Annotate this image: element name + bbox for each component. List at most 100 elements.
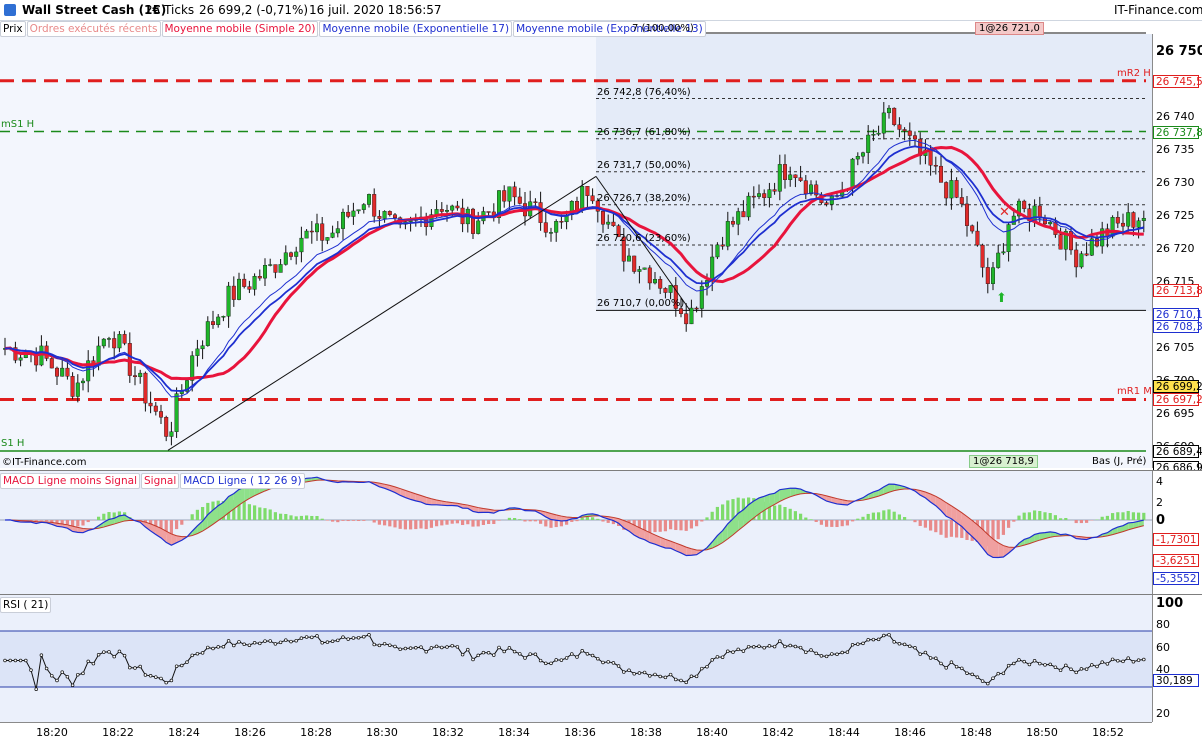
panel-separator[interactable] [0,594,1202,595]
rsi-point [24,659,27,662]
legend-item-ema17[interactable]: Moyenne mobile (Exponentielle 17) [319,21,512,37]
candle-body [695,308,699,309]
rsi-point [940,662,943,665]
macd-histogram-bar [1028,512,1031,520]
candle-body [107,338,111,339]
rsi-point [903,643,906,646]
candle-body [445,210,449,211]
rsi-tick: 60 [1156,641,1170,654]
price-tag: 26 697,2 [1153,393,1199,406]
pivot-label: mR1 M [1117,386,1152,397]
candle-body [965,204,969,226]
rsi-point [680,679,683,682]
rsi-point [830,653,833,656]
candle-body [721,245,725,246]
macd-histogram-bar [809,519,812,520]
rsi-point [71,684,74,687]
rsi-point [602,661,605,664]
candle-body [950,180,954,198]
macd-histogram-bar [341,520,344,521]
rsi-point [357,636,360,639]
rsi-point [768,645,771,648]
rsi-point [752,645,755,648]
candle-body [164,417,168,436]
candle-body [1022,201,1026,209]
rsi-point [560,659,563,662]
rsi-tick: 100 [1156,596,1183,611]
rsi-point [409,647,412,650]
rsi-point [919,653,922,656]
rsi-point [810,649,813,652]
rsi-point [342,636,345,639]
macd-legend-diff[interactable]: MACD Ligne moins Signal [0,473,140,489]
rsi-point [758,645,761,648]
macd-histogram-bar [466,520,469,524]
rsi-point [700,667,703,670]
macd-tick: 4 [1156,475,1163,488]
macd-histogram-bar [898,514,901,520]
rsi-axis[interactable] [1152,595,1202,722]
candle-body [653,279,657,283]
candle-body [747,196,751,217]
macd-histogram-bar [487,520,490,524]
rsi-point [248,644,251,647]
macd-histogram-bar [81,520,84,525]
rsi-point [726,650,729,653]
rsi-point [669,673,672,676]
candle-body [1142,218,1146,221]
legend-item-prix[interactable]: Prix [0,21,26,37]
macd-histogram-bar [929,520,932,531]
rsi-point [35,688,38,691]
macd-histogram-bar [544,520,547,526]
candle-body [856,156,860,159]
rsi-point [368,633,371,636]
rsi-point [1018,658,1021,661]
macd-histogram-bar [1023,513,1026,520]
rsi-point [160,677,163,680]
time-tick: 18:44 [828,726,860,739]
rsi-legend-label[interactable]: RSI ( 21) [0,597,51,613]
macd-histogram-bar [867,514,870,520]
rsi-point [19,659,22,662]
rsi-point [378,644,381,647]
macd-legend-line[interactable]: MACD Ligne ( 12 26 9) [180,473,304,489]
rsi-point [1090,663,1093,666]
rsi-point [960,667,963,670]
macd-histogram-bar [664,520,667,531]
rsi-point [778,640,781,643]
candle-body [882,113,886,133]
legend-item-orders[interactable]: Ordres exécutés récents [27,21,161,37]
macd-histogram-bar [591,517,594,520]
candle-body [310,231,314,232]
macd-histogram-bar [497,520,500,521]
candle-body [731,221,735,224]
candle-body [1126,212,1130,226]
macd-histogram-bar [674,520,677,530]
rsi-tick: 80 [1156,618,1170,631]
macd-histogram-bar [820,520,823,525]
panel-separator[interactable] [0,470,1202,471]
fib-label: 26 726,7 (38,20%) [597,193,691,204]
candle-body [606,222,610,224]
macd-histogram-bar [482,520,485,525]
rsi-point [284,639,287,642]
candle-body [1121,223,1125,226]
macd-histogram-bar [1085,520,1088,523]
candle-body [55,368,59,376]
macd-histogram-bar [835,520,838,527]
macd-legend-signal[interactable]: Signal [141,473,179,489]
rsi-point [706,665,709,668]
candle-body [81,381,85,383]
candle-body [216,317,220,325]
copyright: ©IT-Finance.com [2,457,87,468]
candle-body [627,256,631,261]
macd-histogram-bar [653,520,656,532]
rsi-point [149,674,152,677]
candle-body [50,358,54,368]
macd-histogram-bar [45,520,48,521]
rsi-point [186,661,189,664]
rsi-point [732,651,735,654]
legend-item-sma20[interactable]: Moyenne mobile (Simple 20) [162,21,319,37]
time-tick: 18:50 [1026,726,1058,739]
